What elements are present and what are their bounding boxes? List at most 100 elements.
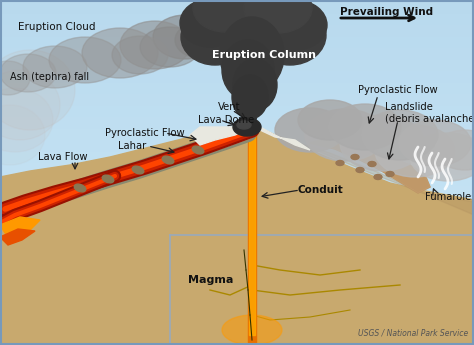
Ellipse shape [244, 57, 260, 69]
Text: Magma: Magma [188, 275, 233, 285]
Ellipse shape [245, 77, 259, 89]
Ellipse shape [232, 0, 312, 64]
Text: Ash (tephra) fall: Ash (tephra) fall [10, 72, 89, 82]
Polygon shape [252, 127, 310, 150]
Bar [0, 171, 474, 184]
Ellipse shape [120, 21, 190, 69]
Bar [0, 114, 474, 127]
Ellipse shape [210, 0, 290, 45]
Ellipse shape [195, 0, 265, 44]
Bar [0, 57, 474, 69]
Bar [0, 286, 474, 299]
Polygon shape [248, 127, 256, 345]
Text: Eruption Column: Eruption Column [212, 50, 316, 60]
Ellipse shape [233, 59, 277, 111]
Bar [0, 240, 474, 253]
Ellipse shape [340, 115, 424, 171]
Polygon shape [170, 235, 474, 345]
Ellipse shape [374, 175, 382, 179]
Ellipse shape [82, 28, 158, 78]
Ellipse shape [0, 88, 53, 152]
Ellipse shape [0, 70, 60, 140]
Ellipse shape [232, 75, 268, 119]
Polygon shape [310, 140, 430, 193]
Polygon shape [0, 180, 170, 345]
Polygon shape [0, 127, 474, 345]
Ellipse shape [233, 118, 261, 136]
Ellipse shape [246, 89, 258, 101]
Ellipse shape [248, 119, 256, 131]
Bar [0, 206, 474, 218]
Ellipse shape [410, 133, 474, 181]
Ellipse shape [0, 105, 45, 165]
Ellipse shape [0, 54, 56, 92]
Bar [0, 309, 474, 322]
Bar [0, 79, 474, 92]
Text: Vent: Vent [218, 102, 240, 112]
Polygon shape [252, 127, 474, 215]
Ellipse shape [237, 121, 251, 129]
Text: Landslide
(debris avalanche): Landslide (debris avalanche) [385, 102, 474, 124]
Ellipse shape [399, 120, 471, 166]
Ellipse shape [245, 67, 259, 79]
Bar [0, 264, 474, 276]
Ellipse shape [132, 166, 144, 174]
Ellipse shape [246, 101, 257, 113]
Bar [0, 22, 474, 34]
Bar [0, 126, 474, 138]
Ellipse shape [193, 0, 257, 32]
Text: USGS / National Park Service: USGS / National Park Service [358, 328, 468, 337]
Bar [0, 321, 474, 334]
Ellipse shape [222, 40, 274, 100]
Polygon shape [249, 130, 255, 335]
Polygon shape [310, 140, 430, 193]
Bar [0, 68, 474, 80]
Text: Conduit: Conduit [298, 185, 344, 195]
Ellipse shape [0, 61, 30, 95]
Bar [0, 0, 474, 11]
Ellipse shape [263, 0, 327, 50]
Bar [0, 102, 474, 115]
Bar [0, 10, 474, 23]
Ellipse shape [234, 0, 306, 45]
Text: Eruption Cloud: Eruption Cloud [18, 22, 95, 32]
Bar [0, 195, 474, 207]
Text: Pyroclastic Flow: Pyroclastic Flow [358, 85, 438, 95]
Ellipse shape [210, 0, 294, 33]
Ellipse shape [74, 184, 86, 192]
Bar [0, 183, 474, 196]
Polygon shape [0, 217, 40, 237]
Bar [0, 160, 474, 172]
Ellipse shape [222, 315, 282, 345]
Ellipse shape [329, 104, 401, 150]
Ellipse shape [298, 100, 362, 140]
Polygon shape [0, 229, 35, 245]
Polygon shape [0, 127, 252, 235]
Ellipse shape [175, 22, 225, 58]
Ellipse shape [254, 5, 326, 65]
Ellipse shape [102, 175, 114, 183]
Ellipse shape [49, 37, 121, 83]
Ellipse shape [23, 46, 87, 88]
Ellipse shape [247, 111, 256, 123]
Ellipse shape [386, 171, 394, 177]
Bar [0, 298, 474, 310]
Ellipse shape [305, 109, 385, 161]
Bar [0, 148, 474, 161]
Ellipse shape [162, 156, 174, 164]
Ellipse shape [0, 50, 75, 130]
Bar [0, 217, 474, 230]
Ellipse shape [362, 110, 438, 160]
Bar [0, 91, 474, 103]
Bar [0, 33, 474, 46]
Ellipse shape [435, 130, 474, 170]
Ellipse shape [336, 160, 344, 166]
Bar [0, 45, 474, 58]
Text: Lava Dome: Lava Dome [198, 115, 254, 125]
Ellipse shape [187, 10, 243, 50]
Text: Pyroclastic Flow: Pyroclastic Flow [105, 128, 185, 138]
Ellipse shape [180, 0, 240, 47]
Ellipse shape [112, 36, 168, 74]
Ellipse shape [351, 155, 359, 159]
Ellipse shape [368, 161, 376, 167]
